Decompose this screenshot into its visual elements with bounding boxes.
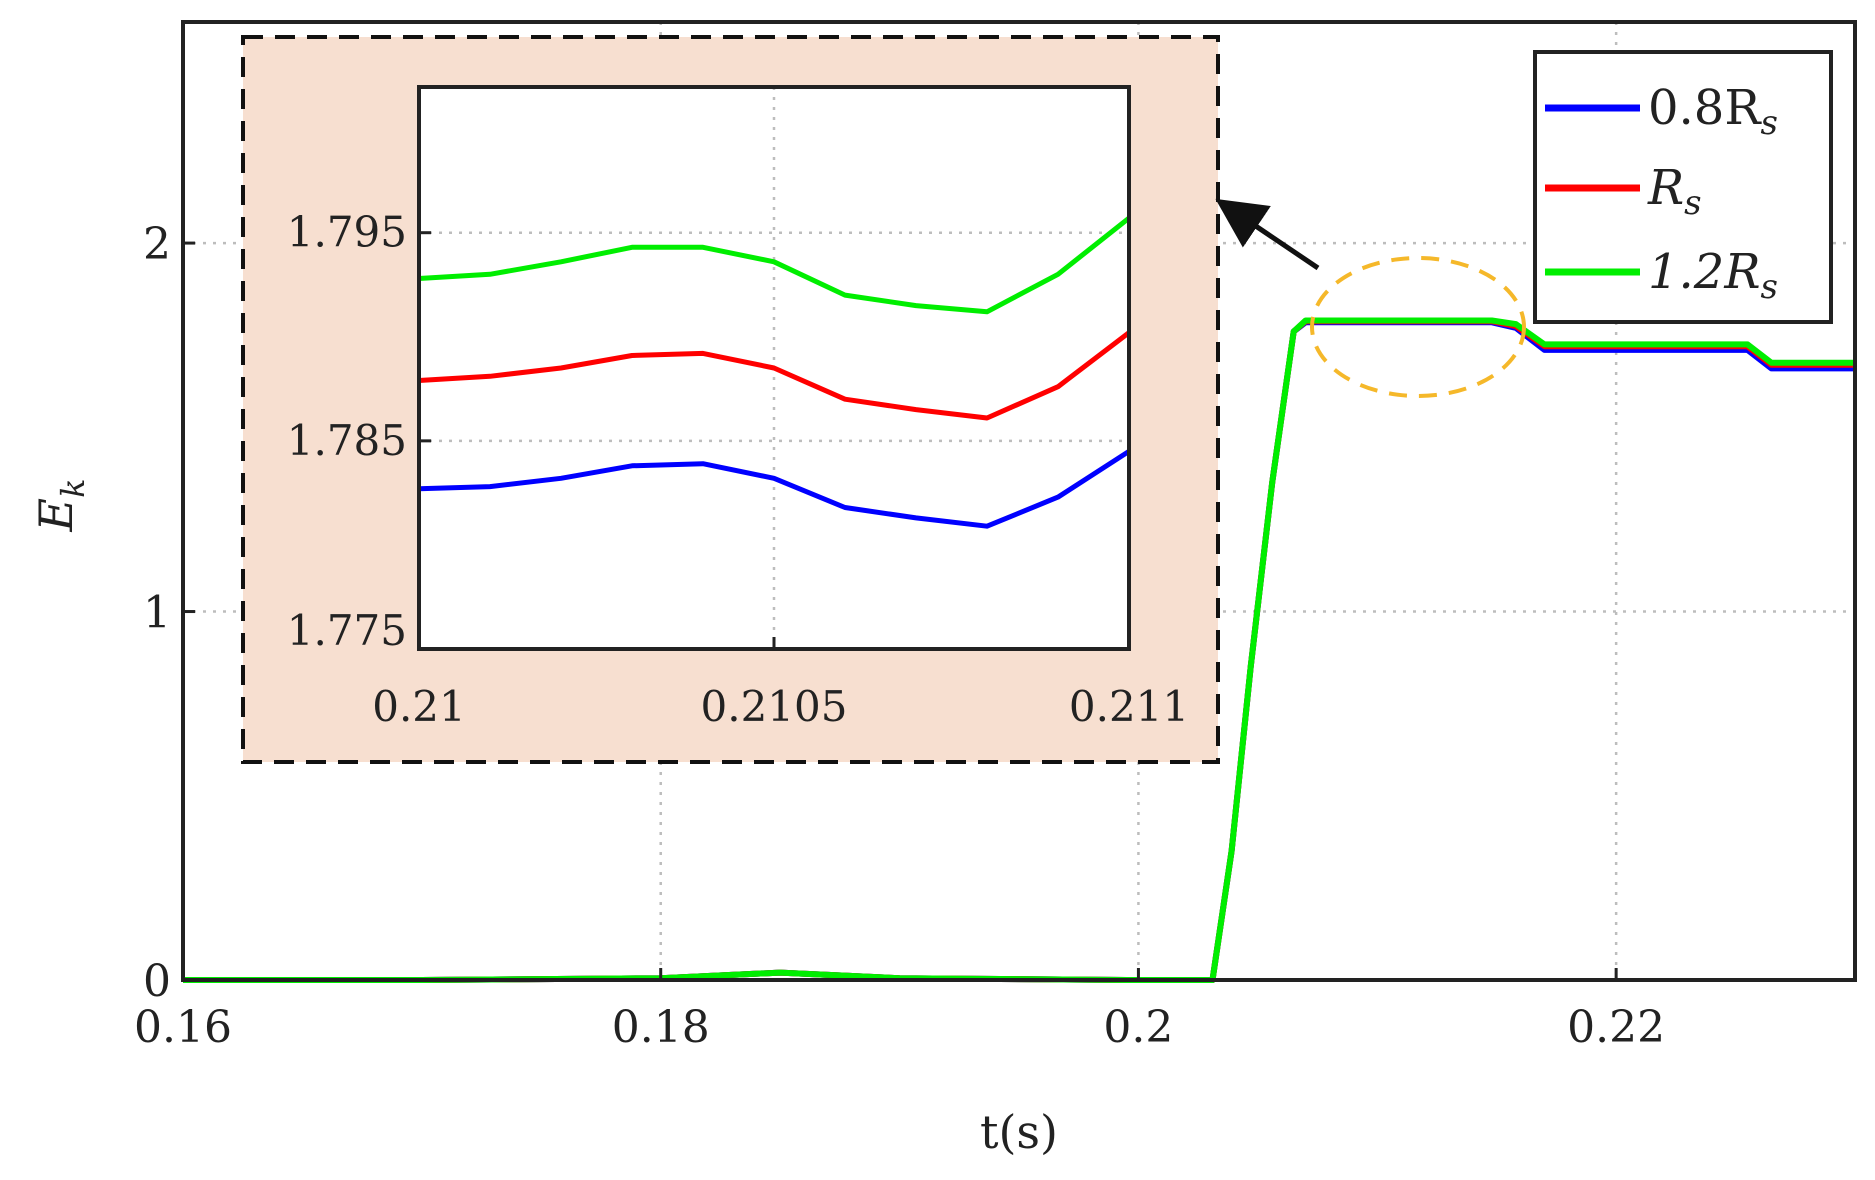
main-series-group	[183, 317, 1855, 983]
inset-series-0-8rs-line	[418, 449, 1131, 529]
main-ytick-label: 2	[143, 219, 171, 270]
main-ytick-label: 0	[143, 956, 171, 1007]
legend-label-0-8rs-sub: s	[1760, 103, 1777, 143]
zoom-arrow	[1215, 198, 1320, 271]
inset-ytick-label: 1.775	[287, 606, 407, 655]
legend-label-0-8rs-main: 0.8R	[1648, 80, 1762, 136]
svg-text:Rs: Rs	[1647, 160, 1702, 223]
legend-label-rs-main: R	[1647, 160, 1684, 216]
main-xtick-label: 0.18	[612, 1002, 710, 1053]
y-axis-title: Ek	[29, 479, 92, 533]
legend-label-rs-sub: s	[1684, 183, 1701, 223]
svg-text:1.2Rs: 1.2Rs	[1648, 244, 1778, 307]
inset-xtick-label: 0.211	[1069, 682, 1189, 731]
legend-label-1-2rs-main: 1.2R	[1648, 244, 1760, 300]
zoom-highlight-ellipse	[1310, 256, 1526, 398]
inset-series-group	[418, 216, 1131, 529]
inset-ticks: 0.21 0.2105 0.211 1.775 1.785 1.795	[287, 208, 1189, 731]
legend: 0.8Rs Rs 1.2Rs	[1533, 50, 1833, 324]
main-xtick-label: 0.16	[134, 1002, 232, 1053]
svg-text:0.8Rs: 0.8Rs	[1648, 80, 1778, 143]
inset-series-1-2rs-line	[418, 216, 1131, 315]
legend-label-1-2rs-sub: s	[1760, 267, 1777, 307]
x-axis-title: t(s)	[980, 1105, 1058, 1159]
main-plot-frame	[181, 20, 1857, 982]
main-xtick-label: 0.22	[1567, 1002, 1665, 1053]
main-ytick-label: 1	[143, 588, 171, 639]
svg-text:Ek: Ek	[29, 479, 92, 533]
main-ticks: 0.16 0.18 0.2 0.22 0 1 2	[134, 219, 1665, 1053]
inset-xtick-label: 0.2105	[701, 682, 848, 731]
y-axis-title-main: E	[29, 498, 83, 533]
inset-ytick-label: 1.785	[287, 416, 407, 465]
inset-ytick-label: 1.795	[287, 208, 407, 257]
main-series-1-2rs-line	[183, 317, 1855, 983]
y-axis-title-sub: k	[54, 479, 92, 498]
inset-xtick-label: 0.21	[372, 682, 466, 731]
main-xtick-label: 0.2	[1103, 1002, 1173, 1053]
inset-series-rs-line	[418, 330, 1131, 421]
